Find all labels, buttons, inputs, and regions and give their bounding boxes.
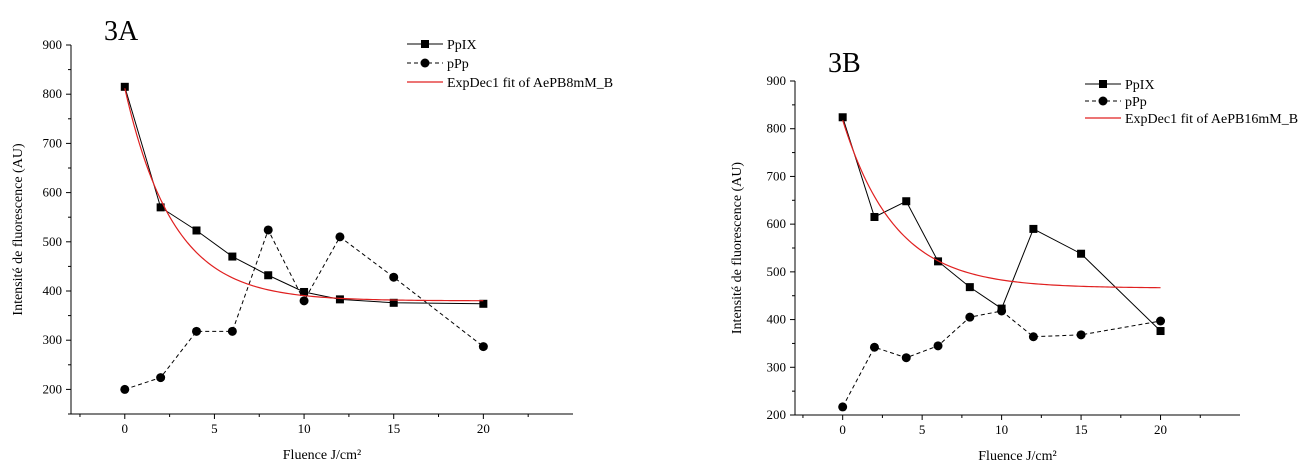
x-axis-title: Fluence J/cm²: [283, 448, 361, 463]
fit-curve: [842, 119, 1161, 289]
data-point-circle: [1028, 332, 1038, 342]
data-point-circle: [263, 225, 273, 235]
legend-entry: ExpDec1 fit of AePB8mM_B: [407, 76, 613, 91]
data-point-circle: [478, 342, 488, 352]
data-point-circle: [389, 272, 399, 282]
y-tick-label: 600: [767, 216, 787, 231]
data-point-square: [120, 82, 129, 91]
x-tick-label: 10: [298, 421, 311, 436]
y-tick-label: 400: [767, 312, 787, 327]
legend-entry: pPp: [407, 57, 469, 72]
x-tick-label: 15: [1075, 422, 1088, 437]
y-tick-label: 200: [767, 407, 787, 422]
series-line: [124, 86, 484, 305]
panel-title: 3A: [104, 16, 139, 47]
series-expdec1-fit-of-aepb8mm-b: [124, 88, 484, 302]
legend-label: ExpDec1 fit of AePB8mM_B: [447, 76, 613, 91]
series-line: [842, 117, 1161, 332]
series-line: [842, 310, 1161, 408]
data-point-circle: [335, 232, 345, 242]
data-point-circle: [965, 312, 975, 322]
legend-label: PpIX: [447, 38, 477, 53]
legend-label: pPp: [1125, 95, 1147, 110]
legend-marker-circle: [420, 58, 430, 68]
data-point-square: [1029, 224, 1038, 233]
data-point-square: [902, 197, 911, 206]
x-tick-label: 10: [995, 422, 1008, 437]
series-ppp: [120, 225, 488, 394]
legend-marker-circle: [1098, 96, 1108, 106]
data-point-circle: [901, 353, 911, 363]
data-point-square: [264, 271, 273, 280]
data-point-square: [335, 295, 344, 304]
y-tick-label: 300: [43, 332, 63, 347]
data-point-square: [870, 212, 879, 221]
y-tick-label: 800: [767, 121, 787, 136]
legend-entry: PpIX: [407, 38, 477, 53]
series-line: [124, 228, 484, 390]
data-point-circle: [227, 326, 237, 336]
y-tick-label: 900: [43, 37, 63, 52]
legend-entry: PpIX: [1085, 78, 1155, 93]
data-point-square: [965, 283, 974, 292]
data-point-square: [156, 203, 165, 212]
series-ppix: [838, 113, 1165, 336]
legend-entry: ExpDec1 fit of AePB16mM_B: [1085, 112, 1298, 127]
x-tick-label: 15: [387, 421, 400, 436]
legend-label: pPp: [447, 57, 469, 72]
data-point-square: [389, 298, 398, 307]
legend-marker-square: [421, 40, 429, 48]
legend-label: PpIX: [1125, 78, 1155, 93]
series-ppp: [838, 306, 1166, 412]
y-tick-label: 700: [767, 168, 787, 183]
y-axis-title: Intensité de fluorescence (AU): [11, 143, 26, 316]
data-point-circle: [156, 373, 166, 383]
data-point-circle: [299, 296, 309, 306]
x-tick-label: 5: [919, 422, 926, 437]
data-point-circle: [192, 326, 201, 336]
data-point-square: [838, 113, 847, 122]
y-tick-label: 500: [767, 264, 787, 279]
data-point-square: [479, 299, 488, 308]
y-tick-label: 600: [43, 185, 63, 200]
data-point-square: [228, 252, 237, 261]
panel-title: 3B: [828, 48, 861, 79]
y-tick-label: 700: [43, 135, 63, 150]
y-tick-label: 300: [767, 359, 787, 374]
y-axis-title: Intensité de fluorescence (AU): [730, 162, 745, 335]
data-point-square: [1156, 327, 1165, 336]
chart-panel-a: 200 300 400 500 600 700 800 900 0 5 10 15 20 3A Fluenc…: [11, 16, 613, 463]
data-point-circle: [933, 341, 943, 351]
y-tick-label: 900: [767, 73, 787, 88]
x-tick-label: 0: [839, 422, 846, 437]
y-tick-label: 400: [43, 283, 63, 298]
x-tick-label: 5: [211, 421, 218, 436]
data-point-square: [192, 226, 201, 235]
data-point-square: [300, 287, 309, 296]
data-point-circle: [997, 306, 1007, 316]
legend-marker-square: [1099, 80, 1107, 88]
series-expdec1-fit-of-aepb16mm-b: [842, 119, 1161, 289]
legend-entry: pPp: [1085, 95, 1147, 110]
x-axis-title: Fluence J/cm²: [978, 449, 1056, 464]
x-tick-label: 20: [1154, 422, 1167, 437]
y-tick-label: 500: [43, 234, 63, 249]
data-point-circle: [838, 402, 848, 412]
chart-panel-b: 200 300 400 500 600 700 800 900 0 5 10 15 20 3B Fluenc…: [730, 48, 1298, 464]
data-point-circle: [1156, 316, 1166, 326]
x-tick-label: 20: [477, 421, 490, 436]
series-ppix: [120, 82, 488, 308]
data-point-circle: [1076, 330, 1086, 340]
legend-label: ExpDec1 fit of AePB16mM_B: [1125, 112, 1298, 127]
data-point-circle: [120, 384, 130, 394]
x-tick-label: 0: [122, 421, 129, 436]
data-point-square: [1077, 249, 1086, 258]
data-point-circle: [869, 342, 879, 352]
fit-curve: [124, 88, 484, 302]
y-tick-label: 800: [43, 86, 63, 101]
y-tick-label: 200: [43, 381, 63, 396]
